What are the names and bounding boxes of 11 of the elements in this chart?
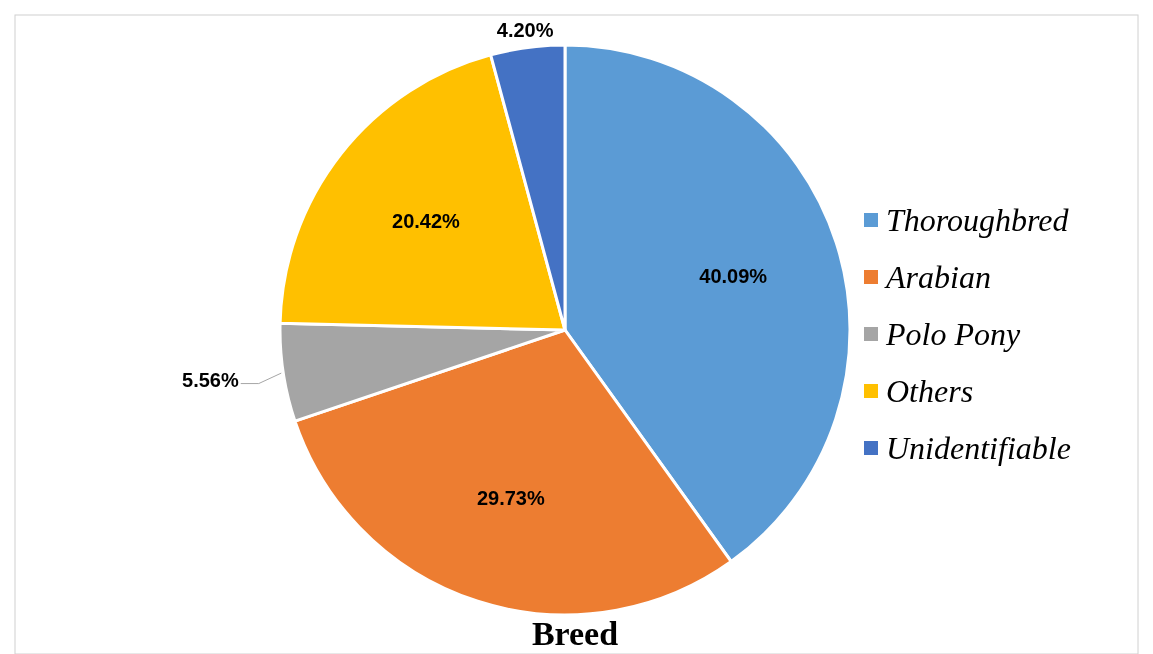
text: Breed <box>531 615 619 652</box>
legend-label: Polo Pony <box>885 316 1021 352</box>
legend-label: Thoroughbred <box>886 202 1070 238</box>
data-label: 40.09% <box>699 264 768 287</box>
data-label: 5.56% <box>182 368 239 391</box>
legend-label: Unidentifiable <box>886 430 1071 466</box>
legend-label: Arabian <box>884 259 991 295</box>
legend-label: Others <box>886 373 974 409</box>
data-label: 20.42% <box>392 209 461 232</box>
data-label: 4.20% <box>496 18 554 41</box>
data-label: 29.73% <box>476 487 545 510</box>
